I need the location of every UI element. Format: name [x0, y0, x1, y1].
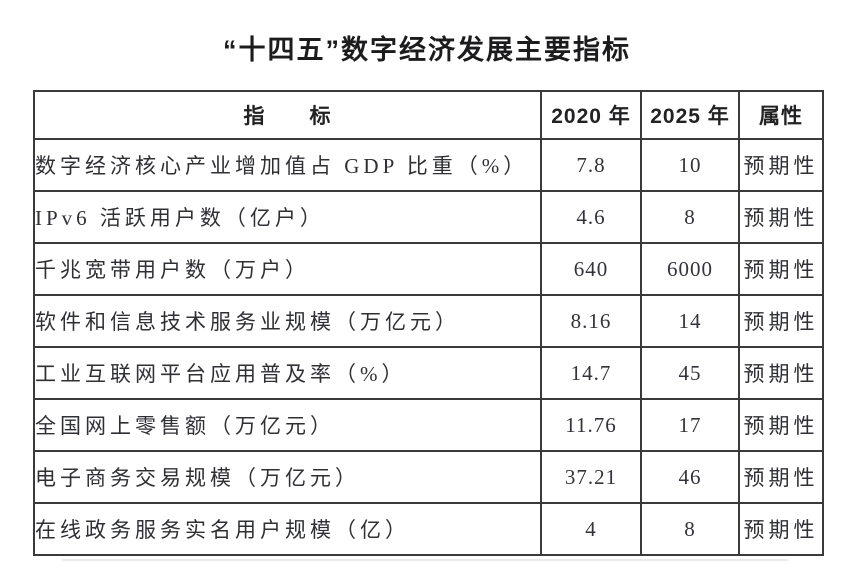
table-row: 软件和信息技术服务业规模（万亿元） 8.16 14 预期性 — [33, 294, 824, 348]
value-2025-cell: 46 — [640, 450, 740, 504]
header-indicator: 指 标 — [33, 90, 542, 140]
header-2020: 2020 年 — [540, 90, 642, 140]
table-row: IPv6 活跃用户数（亿户） 4.6 8 预期性 — [33, 190, 824, 244]
value-2020-cell: 37.21 — [540, 450, 642, 504]
indicator-cell: 工业互联网平台应用普及率（%） — [33, 346, 542, 400]
value-2020-cell: 8.16 — [540, 294, 642, 348]
value-2020-cell: 14.7 — [540, 346, 642, 400]
value-2025-cell: 17 — [640, 398, 740, 452]
indicator-cell: 软件和信息技术服务业规模（万亿元） — [33, 294, 542, 348]
page-title: “十四五”数字经济发展主要指标 — [223, 35, 631, 65]
table-row: 数字经济核心产业增加值占 GDP 比重（%） 7.8 10 预期性 — [33, 138, 824, 192]
value-2025-cell: 10 — [640, 138, 740, 192]
value-2025-cell: 8 — [640, 190, 740, 244]
value-2025-cell: 8 — [640, 502, 740, 556]
attribute-cell: 预期性 — [738, 294, 824, 348]
faint-divider-line — [62, 559, 788, 561]
indicator-cell: 在线政务服务实名用户规模（亿） — [33, 502, 542, 556]
attribute-cell: 预期性 — [738, 242, 824, 296]
indicator-cell: 数字经济核心产业增加值占 GDP 比重（%） — [33, 138, 542, 192]
indicator-cell: 千兆宽带用户数（万户） — [33, 242, 542, 296]
value-2025-cell: 6000 — [640, 242, 740, 296]
attribute-cell: 预期性 — [738, 190, 824, 244]
table-row: 电子商务交易规模（万亿元） 37.21 46 预期性 — [33, 450, 824, 504]
value-2025-cell: 14 — [640, 294, 740, 348]
indicator-table: 指 标 2020 年 2025 年 属性 数字经济核心产业增加值占 GDP 比重… — [33, 90, 824, 556]
value-2020-cell: 11.76 — [540, 398, 642, 452]
table-row: 在线政务服务实名用户规模（亿） 4 8 预期性 — [33, 502, 824, 556]
table-row: 千兆宽带用户数（万户） 640 6000 预期性 — [33, 242, 824, 296]
table-header-row: 指 标 2020 年 2025 年 属性 — [33, 90, 824, 140]
value-2020-cell: 7.8 — [540, 138, 642, 192]
value-2020-cell: 4 — [540, 502, 642, 556]
attribute-cell: 预期性 — [738, 502, 824, 556]
table-row: 全国网上零售额（万亿元） 11.76 17 预期性 — [33, 398, 824, 452]
table-row: 工业互联网平台应用普及率（%） 14.7 45 预期性 — [33, 346, 824, 400]
attribute-cell: 预期性 — [738, 346, 824, 400]
indicator-cell: 全国网上零售额（万亿元） — [33, 398, 542, 452]
value-2020-cell: 640 — [540, 242, 642, 296]
indicator-cell: IPv6 活跃用户数（亿户） — [33, 190, 542, 244]
header-2025: 2025 年 — [640, 90, 740, 140]
attribute-cell: 预期性 — [738, 138, 824, 192]
value-2020-cell: 4.6 — [540, 190, 642, 244]
header-attribute: 属性 — [738, 90, 824, 140]
attribute-cell: 预期性 — [738, 450, 824, 504]
indicator-cell: 电子商务交易规模（万亿元） — [33, 450, 542, 504]
attribute-cell: 预期性 — [738, 398, 824, 452]
value-2025-cell: 45 — [640, 346, 740, 400]
